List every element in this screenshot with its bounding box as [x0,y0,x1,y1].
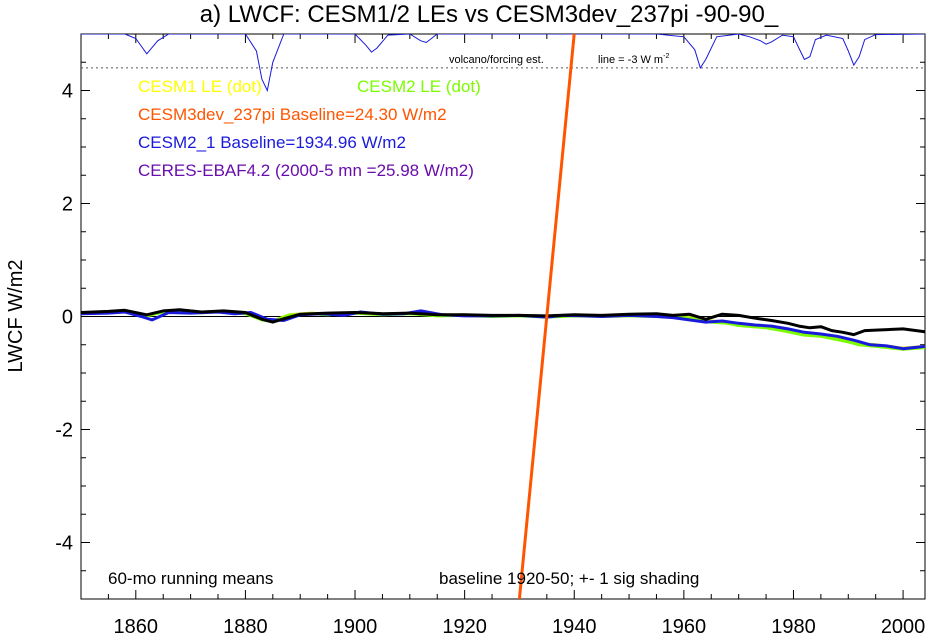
x-tick-label: 1980 [771,616,816,638]
series-line-4 [81,308,925,337]
volcano-forcing-line [81,34,925,93]
legend-entry-5: CERES-EBAF4.2 (2000-5 mn =25.98 W/m2) [138,161,474,180]
plot-area: -4 -2 0 2 4 1860 1880 1900 1920 1940 1960 1980 2000 [55,33,926,638]
x-tick-label: 2000 [881,616,926,638]
y-axis-label: LWCF W/m2 [5,260,27,373]
x-tick-label: 1940 [552,616,597,638]
line-reference-text: line = -3 W m [598,54,663,66]
y-tick-label: -4 [55,533,73,555]
legend-entry-1: CESM1 LE (dot) [138,77,262,96]
trend-line [517,34,576,599]
x-tick-label: 1960 [662,616,707,638]
x-tick-label: 1920 [442,616,487,638]
y-tick-label: -2 [55,420,73,442]
running-means-label: 60-mo running means [108,569,273,588]
x-tick-label: 1900 [333,616,378,638]
x-tick-label: 1880 [223,616,268,638]
volcano-forcing-label: volcano/forcing est. [449,54,544,66]
y-tick-label: 4 [62,81,73,103]
y-tick-label: 0 [62,307,73,329]
legend-entry-3: CESM3dev_237pi Baseline=24.30 W/m2 [138,105,447,124]
baseline-label: baseline 1920-50; +- 1 sig shading [439,569,699,588]
line-reference-label: line = -3 W m-2 [598,53,669,66]
x-tick-label: 1860 [114,616,159,638]
y-tick-label: 2 [62,194,73,216]
chart-title: a) LWCF: CESM1/2 LEs vs CESM3dev_237pi -… [200,1,779,28]
legend-entry-2: CESM2 LE (dot) [357,77,481,96]
annotations: volcano/forcing est. line = -3 W m-2 60-… [108,53,699,588]
legend: CESM1 LE (dot) CESM2 LE (dot) CESM3dev_237… [138,77,481,180]
legend-entry-4: CESM2_1 Baseline=1934.96 W/m2 [138,133,406,152]
data-layer [81,34,925,599]
line-reference-exponent: -2 [663,53,669,60]
